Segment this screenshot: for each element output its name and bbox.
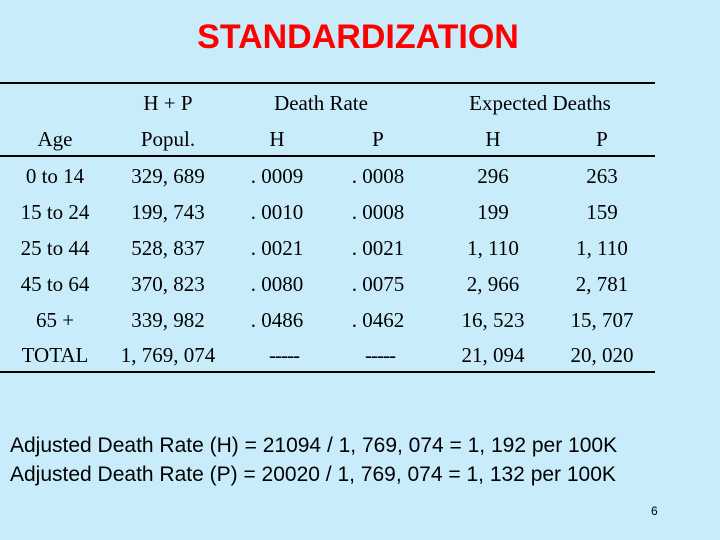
header-deaths-h: H [485, 127, 501, 151]
cell-population: 339, 982 [131, 308, 205, 332]
cell-age: 15 to 24 [20, 200, 90, 224]
cell-rate-p: . 0008 [351, 200, 405, 224]
cell-rate-h: . 0010 [250, 200, 304, 224]
cell-rate-h: . 0080 [250, 272, 304, 296]
table-bottom-rule [0, 371, 655, 373]
cell-age: 0 to 14 [25, 164, 85, 188]
cell-deaths-p: 1, 110 [576, 236, 628, 260]
cell-deaths-h: 16, 523 [461, 308, 525, 332]
cell-rate-h: ----- [269, 343, 300, 367]
cell-deaths-h: 21, 094 [461, 343, 525, 367]
cell-rate-h: . 0021 [250, 236, 304, 260]
cell-population: 329, 689 [131, 164, 205, 188]
cell-deaths-p: 20, 020 [570, 343, 634, 367]
header-hp: H + P [143, 91, 193, 115]
header-deaths-p: P [596, 127, 608, 151]
cell-age: 25 to 44 [20, 236, 90, 260]
cell-rate-h: . 0009 [250, 164, 304, 188]
cell-deaths-h: 2, 966 [466, 272, 520, 296]
table-header-rule [0, 155, 655, 157]
cell-population: 1, 769, 074 [120, 343, 216, 367]
cell-population: 199, 743 [131, 200, 205, 224]
cell-rate-p: . 0462 [351, 308, 405, 332]
cell-deaths-p: 15, 707 [570, 308, 634, 332]
header-death-rate: Death Rate [274, 91, 368, 115]
header-popul: Popul. [140, 127, 196, 151]
cell-age: TOTAL [21, 343, 89, 367]
page-number: 6 [651, 504, 658, 518]
header-age: Age [37, 127, 73, 151]
table-top-rule [0, 82, 655, 84]
cell-population: 370, 823 [131, 272, 205, 296]
cell-deaths-p: 263 [586, 164, 618, 188]
header-rate-p: P [372, 127, 384, 151]
slide-title: STANDARDIZATION [197, 18, 519, 56]
cell-rate-p: . 0021 [351, 236, 405, 260]
adjusted-rate-p-formula: Adjusted Death Rate (P) = 20020 / 1, 769… [10, 463, 616, 486]
cell-age: 45 to 64 [20, 272, 90, 296]
cell-deaths-p: 159 [586, 200, 618, 224]
cell-rate-p: . 0008 [351, 164, 405, 188]
cell-deaths-p: 2, 781 [575, 272, 629, 296]
cell-deaths-h: 1, 110 [467, 236, 519, 260]
cell-rate-p: ----- [365, 343, 396, 367]
cell-rate-h: . 0486 [250, 308, 304, 332]
cell-deaths-h: 199 [477, 200, 509, 224]
cell-age: 65 + [35, 308, 75, 332]
cell-deaths-h: 296 [477, 164, 509, 188]
cell-population: 528, 837 [131, 236, 205, 260]
header-rate-h: H [269, 127, 285, 151]
adjusted-rate-h-formula: Adjusted Death Rate (H) = 21094 / 1, 769… [10, 434, 618, 457]
header-expected-deaths: Expected Deaths [469, 91, 611, 115]
cell-rate-p: . 0075 [351, 272, 405, 296]
